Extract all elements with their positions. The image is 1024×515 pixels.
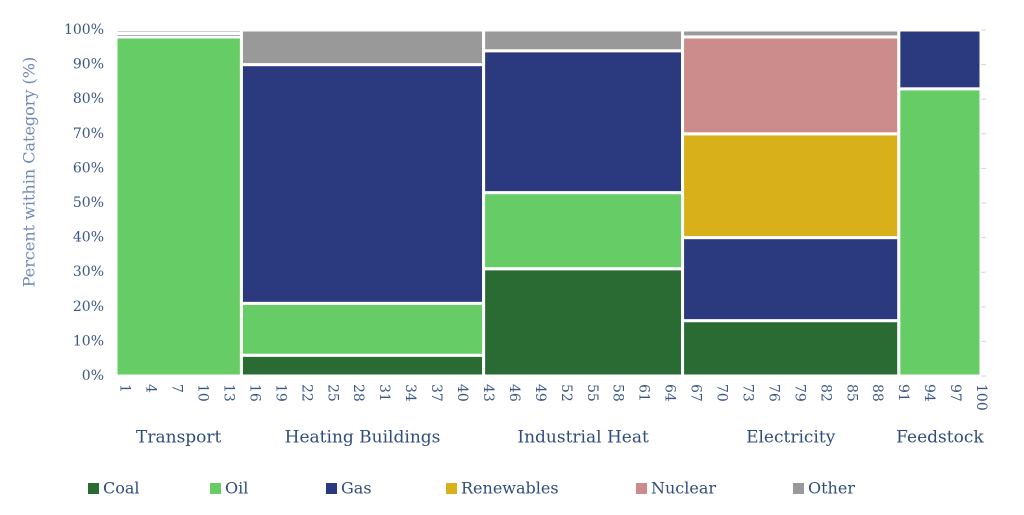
x-tick-label: 55: [584, 384, 600, 402]
x-tick-label: 10: [195, 384, 211, 402]
legend-label: Other: [808, 479, 855, 498]
y-tick-label: 90%: [73, 57, 104, 73]
legend-swatch: [326, 483, 337, 494]
y-tick-label: 10%: [73, 333, 104, 349]
x-tick-label: 58: [610, 384, 626, 402]
category-label-industrial-heat: Industrial Heat: [517, 428, 649, 448]
x-tick-label: 13: [220, 384, 236, 402]
y-axis-label: Percent within Category (%): [20, 57, 39, 287]
y-tick-label: 50%: [73, 195, 104, 211]
segment-transport-oil: [114, 35, 243, 378]
x-tick-label: 4: [143, 384, 159, 393]
segment-electricity-other: [681, 28, 901, 39]
plot-area: [114, 28, 983, 378]
x-tick-label: 100: [973, 384, 989, 411]
category-label-electricity: Electricity: [746, 428, 836, 448]
legend-swatch: [88, 483, 99, 494]
x-tick-label: 88: [869, 384, 885, 402]
x-tick-label: 16: [246, 384, 262, 402]
segment-heating-buildings-other: [239, 28, 486, 67]
legend-label: Gas: [341, 479, 372, 498]
y-tick-label: 0%: [82, 368, 104, 384]
legend-label: Oil: [225, 479, 248, 498]
legend-label: Coal: [103, 479, 140, 498]
y-axis: 0% 10% 20% 30% 40% 50% 60% 70% 80% 90% 100%: [64, 22, 986, 384]
segment-transport-other: [114, 28, 243, 35]
y-tick-label: 100%: [64, 22, 104, 38]
x-tick-label: 79: [791, 384, 807, 402]
x-tick-label: 73: [739, 384, 755, 402]
x-tick-label: 76: [765, 384, 781, 402]
x-tick-label: 43: [480, 384, 496, 402]
x-tick-label: 46: [506, 384, 522, 402]
segment-heating-buildings-gas: [239, 63, 486, 305]
legend-item-gas: Gas: [326, 479, 372, 498]
segment-heating-buildings-oil: [239, 301, 486, 357]
x-tick-label: 7: [169, 384, 185, 393]
legend-item-coal: Coal: [88, 479, 140, 498]
legend-item-other: Other: [793, 479, 855, 498]
legend: Coal Oil Gas Renewables Nuclear Other: [88, 479, 855, 498]
y-tick-label: 30%: [73, 264, 104, 280]
category-label-feedstock: Feedstock: [896, 428, 984, 448]
x-tick-label: 52: [558, 384, 574, 402]
x-tick-label: 40: [454, 384, 470, 402]
x-tick-label: 37: [428, 384, 444, 402]
x-tick-label: 91: [895, 384, 911, 402]
x-tick-label: 28: [350, 384, 366, 402]
x-tick-label: 22: [298, 384, 314, 402]
y-tick-label: 20%: [73, 299, 104, 315]
x-tick-label: 94: [921, 384, 937, 402]
y-tick-label: 40%: [73, 230, 104, 246]
category-label-heating-buildings: Heating Buildings: [285, 428, 441, 448]
y-tick-label: 60%: [73, 160, 104, 176]
legend-swatch: [793, 483, 804, 494]
segment-electricity-renewables: [681, 132, 901, 240]
segment-electricity-gas: [681, 236, 901, 323]
segment-industrial-heat-oil: [482, 191, 685, 271]
y-tick-label: 70%: [73, 126, 104, 142]
x-tick-label: 31: [376, 384, 392, 402]
segment-industrial-heat-other: [482, 28, 685, 53]
legend-label: Renewables: [461, 479, 559, 498]
category-label-transport: Transport: [136, 428, 222, 448]
legend-item-nuclear: Nuclear: [636, 479, 716, 498]
x-axis: 1 4 7 10 13 16 19 22 25 28 31 34 37 40 43 46 49 52 55 58 61 6…: [117, 384, 989, 411]
segment-feedstock-gas: [897, 28, 983, 91]
x-tick-label: 19: [272, 384, 288, 402]
legend-swatch: [636, 483, 647, 494]
legend-item-renewables: Renewables: [446, 479, 559, 498]
legend-item-oil: Oil: [210, 479, 248, 498]
x-tick-label: 64: [662, 384, 678, 402]
x-tick-label: 82: [817, 384, 833, 402]
segment-electricity-coal: [681, 319, 901, 378]
y-tick-label: 80%: [73, 91, 104, 107]
x-tick-label: 49: [532, 384, 548, 402]
legend-swatch: [446, 483, 457, 494]
x-tick-label: 61: [636, 384, 652, 402]
segment-industrial-heat-coal: [482, 267, 685, 378]
segment-electricity-nuclear: [681, 35, 901, 136]
x-tick-label: 85: [843, 384, 859, 402]
x-tick-label: 97: [947, 384, 963, 402]
x-tick-label: 1: [117, 384, 133, 393]
legend-swatch: [210, 483, 221, 494]
legend-label: Nuclear: [651, 479, 716, 498]
segment-feedstock-oil: [897, 87, 983, 378]
x-tick-label: 67: [688, 384, 704, 402]
x-tick-label: 34: [402, 384, 418, 402]
x-tick-label: 25: [324, 384, 340, 402]
segment-heating-buildings-coal: [239, 353, 486, 378]
segment-industrial-heat-gas: [482, 49, 685, 195]
x-tick-label: 70: [714, 384, 730, 402]
category-labels: Transport Heating Buildings Industrial Hea…: [136, 428, 984, 448]
